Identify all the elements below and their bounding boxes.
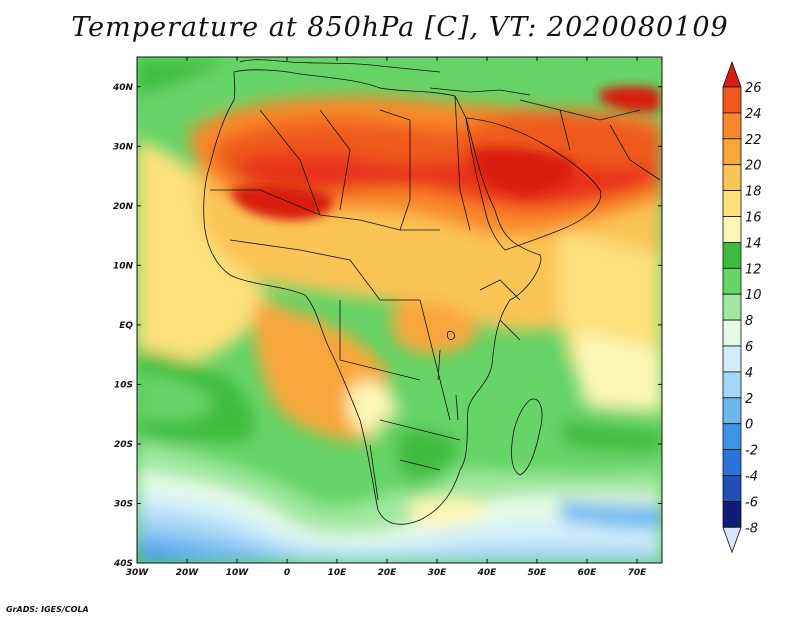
lon-tick-label: 10W <box>226 568 250 578</box>
colorbar-segment <box>722 371 742 399</box>
colorbar-level-label: 26 <box>745 81 762 96</box>
colorbar-segment <box>722 112 742 140</box>
colorbar-level-label: -2 <box>745 444 758 459</box>
colorbar-bottom-triangle <box>722 526 742 554</box>
lon-tick-label: 50E <box>528 568 548 578</box>
colorbar-level-label: 18 <box>745 185 762 200</box>
colorbar-segment <box>722 241 742 269</box>
grads-credit: GrADS: IGES/COLA <box>6 605 89 614</box>
country-boundaries <box>203 59 661 525</box>
colorbar-segment <box>722 345 742 373</box>
colorbar-segment <box>722 216 742 243</box>
lat-tick-label: 20N <box>113 202 134 212</box>
page-title: Temperature at 850hPa [C], VT: 202008010… <box>71 12 729 43</box>
lat-tick-label: 30N <box>113 142 134 152</box>
colorbar-level-label: 24 <box>745 107 762 122</box>
colorbar-level-label: 4 <box>745 366 753 381</box>
lon-tick-label: 20E <box>378 568 398 578</box>
colorbar-top-triangle <box>722 60 742 88</box>
colorbar-level-label: -8 <box>745 521 758 536</box>
latitude-axis: 40N 30N 20N 10N EQ 10S 20S 30S 40S <box>112 83 662 569</box>
colorbar-segment <box>722 267 742 295</box>
colorbar-level-label: 6 <box>745 340 753 355</box>
colorbar-segment <box>722 449 742 476</box>
colorbar-segment <box>722 164 742 191</box>
temperature-field <box>137 57 662 563</box>
lon-tick-label: 60E <box>578 568 598 578</box>
colorbar-segment <box>722 190 742 217</box>
colorbar-level-label: 14 <box>745 236 762 251</box>
lat-tick-label: 10S <box>114 380 133 390</box>
lat-tick-label: EQ <box>119 321 133 331</box>
colorbar-segment <box>722 500 742 528</box>
lon-tick-label: 30W <box>126 568 150 578</box>
lon-tick-label: 10E <box>328 568 348 578</box>
map-frame <box>136 56 663 564</box>
colorbar-level-label: 16 <box>745 211 762 226</box>
lat-tick-label: 30S <box>114 499 133 509</box>
colorbar-level-label: 10 <box>745 288 762 303</box>
lon-tick-label: 70E <box>628 568 648 578</box>
longitude-axis: 30W 20W 10W 0 10E 20E 30E 40E 50E 60E 70E <box>126 57 647 578</box>
colorbar-level-label: 12 <box>745 262 762 277</box>
lon-tick-label: 30E <box>428 568 448 578</box>
colorbar-level-label: 8 <box>745 314 753 329</box>
colorbar-level-label: -6 <box>745 495 758 510</box>
colorbar-level-label: 0 <box>745 418 753 433</box>
lon-tick-label: 40E <box>477 568 498 578</box>
colorbar-level-label: 22 <box>745 133 762 148</box>
colorbar-segment <box>722 293 742 321</box>
colorbar-segment <box>722 138 742 166</box>
colorbar-segment <box>722 475 742 502</box>
lat-tick-label: 40S <box>113 559 133 569</box>
lat-tick-label: 40N <box>112 83 134 93</box>
lat-tick-label: 20S <box>114 440 133 450</box>
colorbar-segment <box>722 86 742 114</box>
lon-tick-label: 20W <box>176 568 200 578</box>
colorbar-segment <box>722 397 742 425</box>
lon-tick-label: 0 <box>284 568 290 578</box>
colorbar-segment <box>722 319 742 347</box>
colorbar-segment <box>722 423 742 451</box>
colorbar-level-label: 2 <box>745 392 753 407</box>
colorbar-level-label: 20 <box>745 159 762 174</box>
lat-tick-label: 10N <box>113 261 134 271</box>
colorbar-level-label: -4 <box>745 470 758 485</box>
